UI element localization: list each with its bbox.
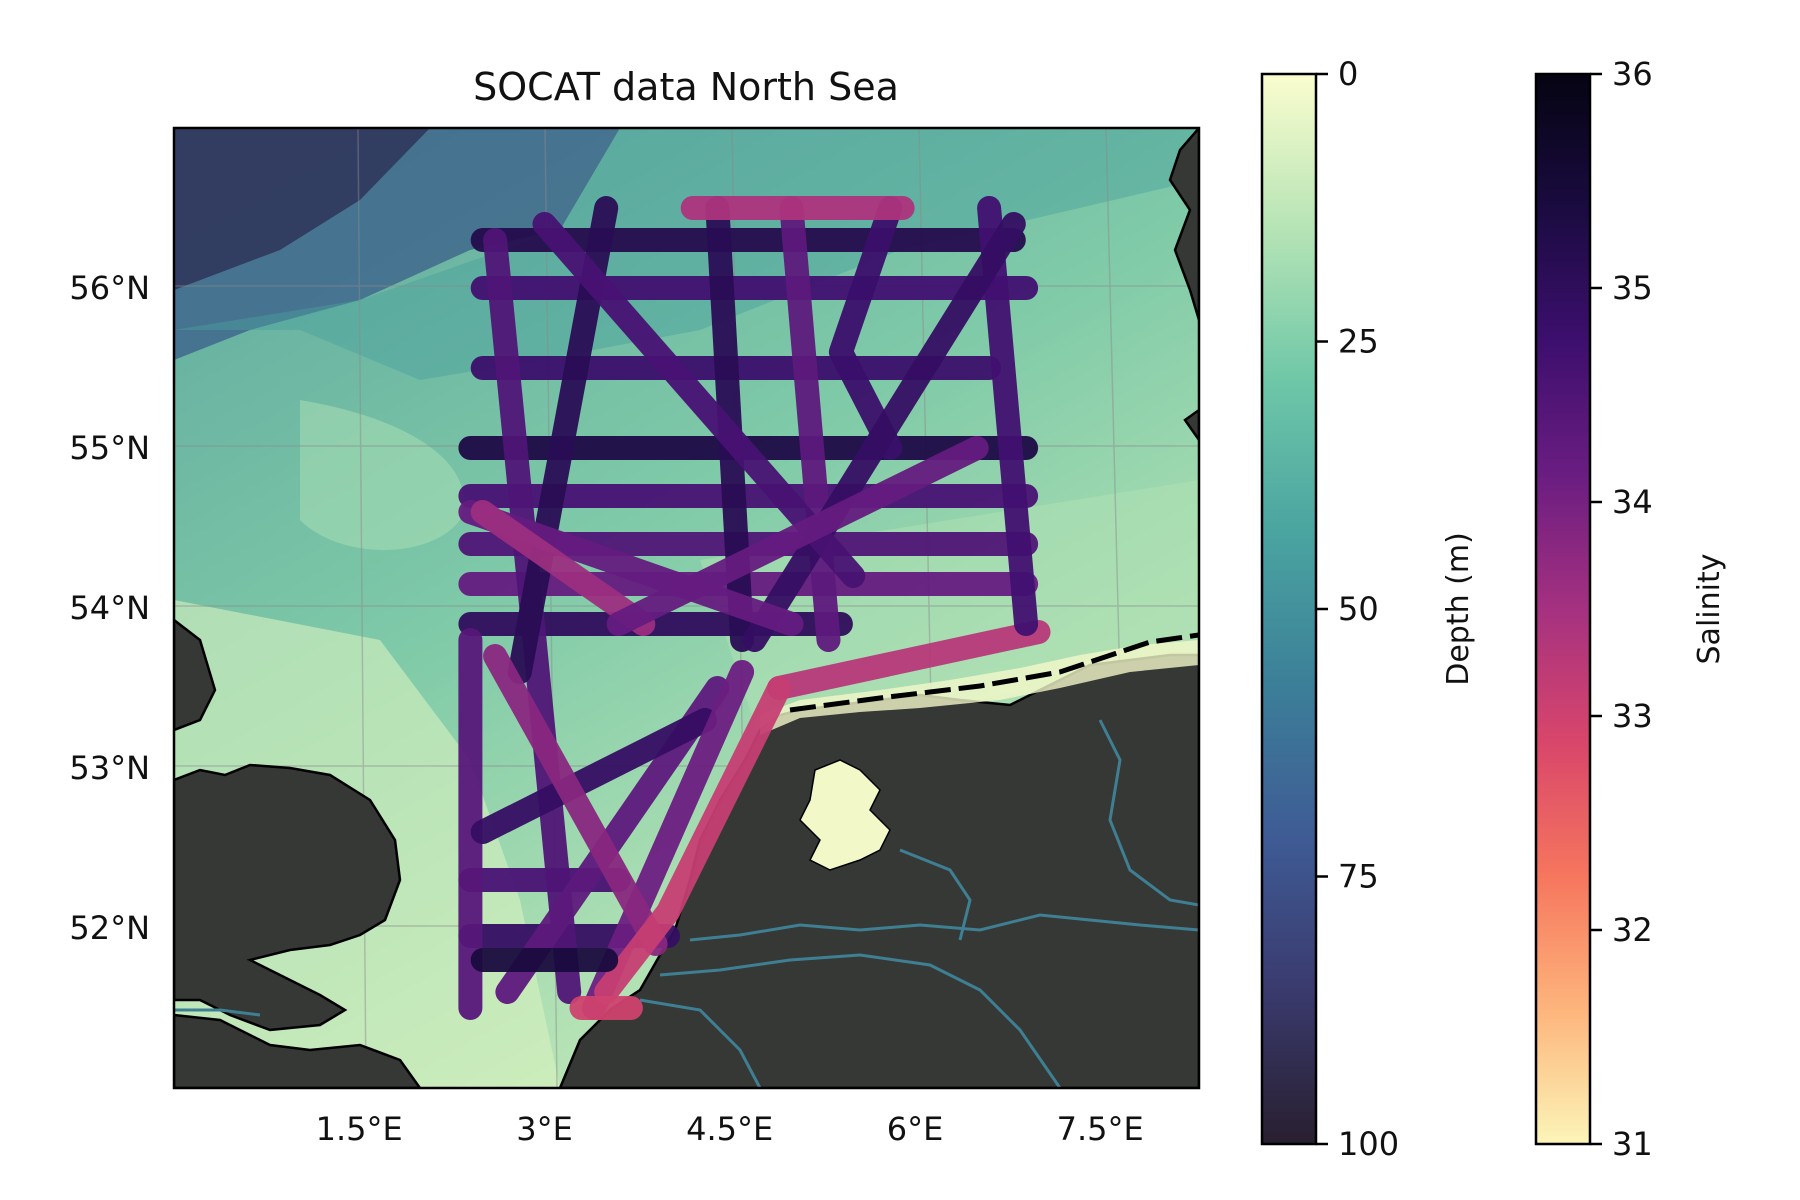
ship-track-26: [594, 676, 792, 1004]
salinity-colorbar-ticks: 31 32 33 34 35 36: [1590, 55, 1653, 1163]
colorbar-tick-label: 100: [1338, 1125, 1399, 1163]
ship-tracks: [458, 196, 1051, 1020]
ship-track-21: [532, 212, 866, 588]
salinity-colorbar-label: Salinity: [1692, 554, 1727, 665]
land-east-anglia-tip: [174, 618, 217, 732]
shoal-area: [300, 400, 464, 550]
salinity-colorbar: 31 32 33 34 35 36 Salinity: [1534, 55, 1727, 1163]
land-england: [174, 763, 402, 1032]
lat-tick-label: 56°N: [69, 269, 150, 307]
colorbar-tick-label: 35: [1612, 269, 1653, 307]
lat-tick-label: 53°N: [69, 749, 150, 787]
lat-tick-label: 52°N: [69, 909, 150, 947]
land: [174, 128, 1199, 1088]
ship-track-29: [606, 436, 989, 636]
lon-tick-label: 1.5°E: [316, 1110, 403, 1148]
depth-colorbar-bar: [1260, 72, 1318, 1146]
lat-tick-label: 55°N: [69, 429, 150, 467]
depth-colorbar-ticks: 0 25 50 75 100: [1316, 55, 1399, 1163]
colorbar-tick-label: 32: [1612, 911, 1653, 949]
lat-tick-label: 54°N: [69, 589, 150, 627]
depth-colorbar-label: Depth (m): [1441, 532, 1476, 686]
lon-tick-label: 7.5°E: [1057, 1110, 1144, 1148]
land-denmark: [1168, 128, 1199, 321]
lon-tick-label: 3°E: [516, 1110, 573, 1148]
ship-track-24: [581, 660, 755, 1020]
colorbar-tick-label: 36: [1612, 55, 1653, 93]
land-frisian-island: [1183, 408, 1199, 443]
colorbar-tick-label: 34: [1612, 483, 1653, 521]
latitude-tick-labels: 52°N 53°N 54°N 55°N 56°N: [69, 269, 150, 947]
ship-track-9: [767, 620, 1051, 700]
ship-track-13: [779, 196, 841, 652]
map-area: [174, 128, 1199, 1088]
colorbar-tick-label: 33: [1612, 697, 1653, 735]
ship-track-14: [828, 196, 903, 460]
ijsselmeer: [799, 759, 891, 871]
ship-track-28: [470, 500, 656, 636]
map-frame: [172, 126, 1201, 1090]
colorbar-tick-label: 75: [1338, 858, 1379, 896]
colorbar-tick-label: 50: [1338, 590, 1379, 628]
longitude-tick-labels: 1.5°E 3°E 4.5°E 6°E 7.5°E: [316, 1110, 1144, 1148]
colorbar-tick-label: 0: [1338, 55, 1358, 93]
rivers: [174, 719, 1199, 1088]
mid-depth-zone: [174, 128, 1199, 380]
lon-tick-label: 6°E: [887, 1110, 944, 1148]
map-title: SOCAT data North Sea: [473, 65, 899, 109]
depth-colorbar: 0 25 50 75 100 Depth (m): [1260, 55, 1476, 1163]
ship-track-17: [977, 196, 1039, 636]
lon-tick-label: 4.5°E: [686, 1110, 773, 1148]
frisian-islands: [789, 632, 1199, 713]
ship-track-25: [483, 644, 668, 956]
ship-track-23: [470, 708, 717, 844]
colorbar-tick-label: 31: [1612, 1125, 1653, 1163]
colorbar-tick-label: 25: [1338, 323, 1379, 361]
land-england-south: [174, 1013, 422, 1088]
ship-track-20: [742, 212, 1026, 652]
deep-trench: [174, 128, 430, 290]
salinity-colorbar-bar: [1534, 72, 1592, 1146]
